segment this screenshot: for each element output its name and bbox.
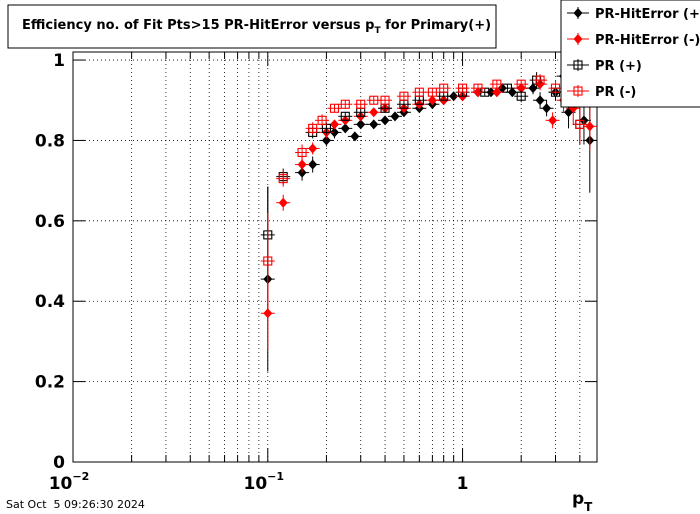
marker-square — [340, 99, 350, 109]
marker-square — [439, 83, 449, 93]
legend: PR-HitError (+) PR-HitError (-) PR (+) PR (… — [560, 0, 700, 108]
marker-diamond — [507, 87, 517, 98]
marker-square — [380, 95, 390, 105]
x-label-main: p — [572, 489, 584, 509]
marker-square — [369, 95, 379, 105]
marker-diamond — [321, 135, 331, 146]
marker-diamond — [585, 121, 595, 132]
title-text: Efficiency no. of Fit Pts>15 PR-HitError… — [22, 18, 374, 33]
marker-diamond — [297, 159, 307, 170]
marker-diamond — [380, 115, 390, 126]
marker-diamond — [573, 8, 583, 18]
title-box — [7, 4, 497, 49]
marker-diamond — [427, 95, 437, 106]
marker-square — [502, 83, 512, 93]
marker-square — [317, 115, 327, 125]
marker-square — [535, 75, 545, 85]
y-tick-label: 0 — [53, 453, 65, 473]
marker-diamond — [356, 119, 366, 130]
marker-square — [458, 83, 468, 93]
marker-diamond — [535, 95, 545, 106]
x-axis-label: pT — [572, 489, 593, 514]
legend-label: PR (+) — [595, 59, 642, 74]
x-tick-exp: −1 — [267, 470, 284, 483]
marker-square — [308, 123, 318, 133]
marker-diamond — [390, 111, 400, 122]
marker-square — [414, 87, 424, 97]
marker-square — [399, 91, 409, 101]
x-tick-label: 1 — [457, 474, 469, 494]
marker-diamond — [308, 143, 318, 154]
marker-diamond — [492, 87, 502, 98]
x-tick-label: 10−1 — [244, 470, 285, 494]
marker-square — [278, 174, 288, 184]
marker-diamond — [340, 123, 350, 134]
marker-square — [575, 119, 585, 129]
marker-square — [356, 99, 366, 109]
marker-square — [516, 79, 526, 89]
timestamp: Sat Oct 5 09:26:30 2024 — [6, 498, 145, 511]
marker-diamond — [329, 127, 339, 138]
marker-square — [329, 103, 340, 113]
plot-frame — [72, 51, 598, 463]
marker-diamond — [329, 119, 339, 130]
y-tick-label: 0.8 — [35, 131, 65, 151]
title-end: for Primary(+) — [381, 18, 491, 33]
marker-square — [573, 60, 583, 70]
x-label-sub: T — [584, 500, 593, 514]
x-tick-exp: −2 — [72, 470, 89, 483]
marker-diamond — [263, 308, 273, 319]
marker-diamond — [548, 115, 558, 126]
marker-diamond — [350, 131, 360, 142]
legend-label: PR-HitError (-) — [595, 33, 700, 48]
marker-square — [516, 91, 526, 101]
y-tick-label: 1 — [53, 51, 65, 71]
y-tick-label: 0.4 — [35, 292, 65, 312]
marker-diamond — [278, 197, 288, 208]
y-tick-label: 0.6 — [35, 212, 65, 232]
title-sub: T — [374, 26, 381, 36]
marker-square — [492, 79, 502, 89]
marker-diamond — [542, 103, 552, 114]
legend-label: PR-HitError (+) — [595, 7, 700, 22]
marker-diamond — [528, 83, 538, 94]
marker-diamond — [449, 91, 459, 102]
x-tick-label: 10−2 — [49, 470, 90, 494]
marker-square — [427, 87, 437, 97]
marker-diamond — [573, 34, 583, 44]
chart-title: Efficiency no. of Fit Pts>15 PR-HitError… — [22, 18, 491, 36]
marker-square — [297, 147, 307, 158]
marker-square — [473, 83, 483, 93]
marker-diamond — [369, 119, 379, 130]
marker-square — [340, 111, 350, 121]
marker-diamond — [369, 107, 379, 118]
marker-diamond — [308, 159, 318, 170]
x-tick-base: 10 — [244, 474, 268, 494]
x-tick-base: 10 — [49, 474, 73, 494]
marker-square — [263, 256, 273, 266]
legend-label: PR (-) — [595, 85, 636, 100]
y-tick-label: 0.2 — [35, 373, 65, 393]
legend-box — [560, 0, 700, 108]
marker-square — [573, 86, 583, 96]
marker-square — [550, 83, 561, 93]
